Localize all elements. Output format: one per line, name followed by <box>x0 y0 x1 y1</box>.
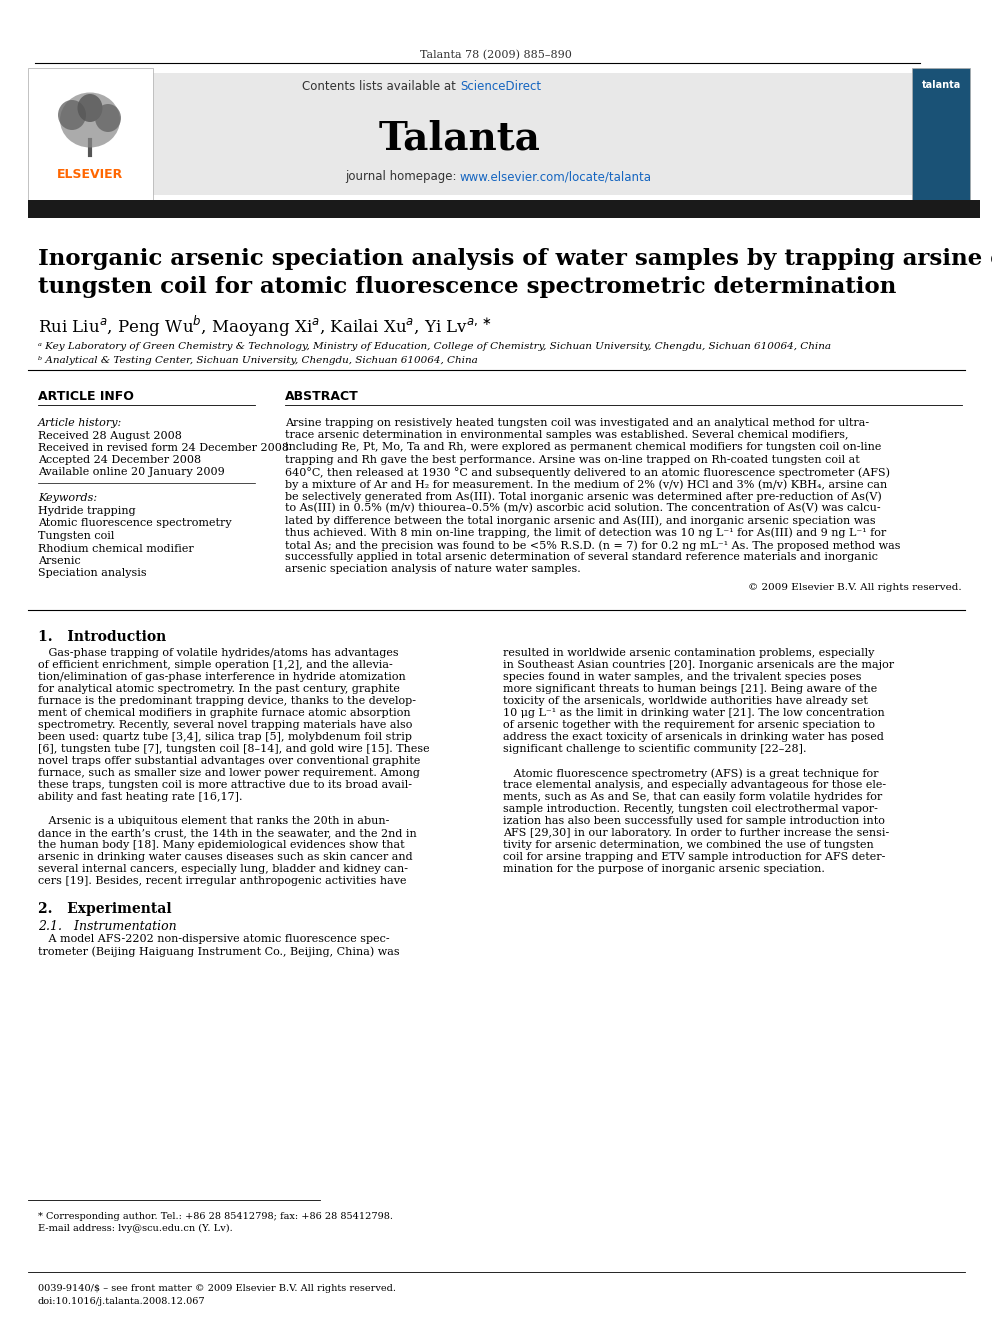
Text: A model AFS-2202 non-dispersive atomic fluorescence spec-: A model AFS-2202 non-dispersive atomic f… <box>38 934 390 945</box>
Text: Rhodium chemical modifier: Rhodium chemical modifier <box>38 544 193 553</box>
Text: Received 28 August 2008: Received 28 August 2008 <box>38 431 182 441</box>
Text: arsenic in drinking water causes diseases such as skin cancer and: arsenic in drinking water causes disease… <box>38 852 413 863</box>
Text: Rui Liu$^a$, Peng Wu$^b$, Maoyang Xi$^a$, Kailai Xu$^a$, Yi Lv$^{a,\ast}$: Rui Liu$^a$, Peng Wu$^b$, Maoyang Xi$^a$… <box>38 314 492 339</box>
Text: Speciation analysis: Speciation analysis <box>38 569 147 578</box>
Text: these traps, tungsten coil is more attractive due to its broad avail-: these traps, tungsten coil is more attra… <box>38 781 412 790</box>
Text: Atomic fluorescence spectrometry (AFS) is a great technique for: Atomic fluorescence spectrometry (AFS) i… <box>503 767 879 778</box>
Text: Arsine trapping on resistively heated tungsten coil was investigated and an anal: Arsine trapping on resistively heated tu… <box>285 418 869 429</box>
Text: tivity for arsenic determination, we combined the use of tungsten: tivity for arsenic determination, we com… <box>503 840 874 849</box>
Text: Contents lists available at: Contents lists available at <box>303 79 460 93</box>
Text: ABSTRACT: ABSTRACT <box>285 390 359 404</box>
Text: Received in revised form 24 December 2008: Received in revised form 24 December 200… <box>38 443 289 452</box>
Text: of efficient enrichment, simple operation [1,2], and the allevia-: of efficient enrichment, simple operatio… <box>38 660 393 669</box>
Text: 1.   Introduction: 1. Introduction <box>38 630 167 644</box>
Text: Accepted 24 December 2008: Accepted 24 December 2008 <box>38 455 201 464</box>
Text: Keywords:: Keywords: <box>38 493 97 503</box>
Text: several internal cancers, especially lung, bladder and kidney can-: several internal cancers, especially lun… <box>38 864 408 875</box>
Text: arsenic speciation analysis of nature water samples.: arsenic speciation analysis of nature wa… <box>285 565 580 574</box>
Text: Tungsten coil: Tungsten coil <box>38 531 114 541</box>
Text: lated by difference between the total inorganic arsenic and As(III), and inorgan: lated by difference between the total in… <box>285 516 876 527</box>
Text: 10 μg L⁻¹ as the limit in drinking water [21]. The low concentration: 10 μg L⁻¹ as the limit in drinking water… <box>503 708 885 718</box>
Text: successfully applied in total arsenic determination of several standard referenc: successfully applied in total arsenic de… <box>285 552 878 562</box>
Text: * Corresponding author. Tel.: +86 28 85412798; fax: +86 28 85412798.: * Corresponding author. Tel.: +86 28 854… <box>38 1212 393 1221</box>
Text: furnace is the predominant trapping device, thanks to the develop-: furnace is the predominant trapping devi… <box>38 696 416 706</box>
Text: trapping and Rh gave the best performance. Arsine was on-line trapped on Rh-coat: trapping and Rh gave the best performanc… <box>285 455 860 464</box>
FancyBboxPatch shape <box>70 73 912 194</box>
Ellipse shape <box>95 105 121 132</box>
Text: of arsenic together with the requirement for arsenic speciation to: of arsenic together with the requirement… <box>503 720 875 730</box>
Text: Article history:: Article history: <box>38 418 122 429</box>
FancyBboxPatch shape <box>28 200 980 218</box>
Text: for analytical atomic spectrometry. In the past century, graphite: for analytical atomic spectrometry. In t… <box>38 684 400 695</box>
Text: novel traps offer substantial advantages over conventional graphite: novel traps offer substantial advantages… <box>38 755 421 766</box>
Text: significant challenge to scientific community [22–28].: significant challenge to scientific comm… <box>503 744 806 754</box>
FancyBboxPatch shape <box>912 67 970 200</box>
Text: Available online 20 January 2009: Available online 20 January 2009 <box>38 467 225 478</box>
Text: ARTICLE INFO: ARTICLE INFO <box>38 390 134 404</box>
Text: ability and fast heating rate [16,17].: ability and fast heating rate [16,17]. <box>38 792 242 802</box>
Text: 2.1.   Instrumentation: 2.1. Instrumentation <box>38 919 177 933</box>
Text: Arsenic: Arsenic <box>38 556 80 566</box>
Text: spectrometry. Recently, several novel trapping materials have also: spectrometry. Recently, several novel tr… <box>38 720 413 730</box>
Text: E-mail address: lvy@scu.edu.cn (Y. Lv).: E-mail address: lvy@scu.edu.cn (Y. Lv). <box>38 1224 233 1233</box>
Text: 2.   Experimental: 2. Experimental <box>38 902 172 916</box>
Text: dance in the earth’s crust, the 14th in the seawater, and the 2nd in: dance in the earth’s crust, the 14th in … <box>38 828 417 837</box>
Text: Inorganic arsenic speciation analysis of water samples by trapping arsine on: Inorganic arsenic speciation analysis of… <box>38 247 992 270</box>
Text: trace arsenic determination in environmental samples was established. Several ch: trace arsenic determination in environme… <box>285 430 848 441</box>
Text: tungsten coil for atomic fluorescence spectrometric determination: tungsten coil for atomic fluorescence sp… <box>38 277 897 298</box>
Text: Gas-phase trapping of volatile hydrides/atoms has advantages: Gas-phase trapping of volatile hydrides/… <box>38 648 399 658</box>
Text: more significant threats to human beings [21]. Being aware of the: more significant threats to human beings… <box>503 684 877 695</box>
Text: furnace, such as smaller size and lower power requirement. Among: furnace, such as smaller size and lower … <box>38 767 420 778</box>
Text: sample introduction. Recently, tungsten coil electrothermal vapor-: sample introduction. Recently, tungsten … <box>503 804 878 814</box>
Text: be selectively generated from As(III). Total inorganic arsenic was determined af: be selectively generated from As(III). T… <box>285 491 882 501</box>
Text: ScienceDirect: ScienceDirect <box>460 79 541 93</box>
Text: doi:10.1016/j.talanta.2008.12.067: doi:10.1016/j.talanta.2008.12.067 <box>38 1297 205 1306</box>
Text: www.elsevier.com/locate/talanta: www.elsevier.com/locate/talanta <box>460 169 652 183</box>
Text: coil for arsine trapping and ETV sample introduction for AFS deter-: coil for arsine trapping and ETV sample … <box>503 852 886 863</box>
Ellipse shape <box>77 94 102 122</box>
Text: Talanta: Talanta <box>379 120 541 157</box>
Text: ELSEVIER: ELSEVIER <box>57 168 123 181</box>
Ellipse shape <box>60 93 120 147</box>
Text: to As(III) in 0.5% (m/v) thiourea–0.5% (m/v) ascorbic acid solution. The concent: to As(III) in 0.5% (m/v) thiourea–0.5% (… <box>285 503 881 513</box>
Text: species found in water samples, and the trivalent species poses: species found in water samples, and the … <box>503 672 861 681</box>
Text: including Re, Pt, Mo, Ta and Rh, were explored as permanent chemical modifiers f: including Re, Pt, Mo, Ta and Rh, were ex… <box>285 442 881 452</box>
Text: talanta: talanta <box>922 79 960 90</box>
Text: ment of chemical modifiers in graphite furnace atomic absorption: ment of chemical modifiers in graphite f… <box>38 708 411 718</box>
Text: 0039-9140/$ – see front matter © 2009 Elsevier B.V. All rights reserved.: 0039-9140/$ – see front matter © 2009 El… <box>38 1285 396 1293</box>
Text: resulted in worldwide arsenic contamination problems, especially: resulted in worldwide arsenic contaminat… <box>503 648 874 658</box>
Text: Talanta 78 (2009) 885–890: Talanta 78 (2009) 885–890 <box>420 50 572 61</box>
Text: total As; and the precision was found to be <5% R.S.D. (n = 7) for 0.2 ng mL⁻¹ A: total As; and the precision was found to… <box>285 540 901 550</box>
Text: thus achieved. With 8 min on-line trapping, the limit of detection was 10 ng L⁻¹: thus achieved. With 8 min on-line trappi… <box>285 528 886 538</box>
Text: journal homepage:: journal homepage: <box>345 169 460 183</box>
Text: by a mixture of Ar and H₂ for measurement. In the medium of 2% (v/v) HCl and 3% : by a mixture of Ar and H₂ for measuremen… <box>285 479 887 490</box>
Text: in Southeast Asian countries [20]. Inorganic arsenicals are the major: in Southeast Asian countries [20]. Inorg… <box>503 660 894 669</box>
Text: ᵇ Analytical & Testing Center, Sichuan University, Chengdu, Sichuan 610064, Chin: ᵇ Analytical & Testing Center, Sichuan U… <box>38 356 478 365</box>
Text: mination for the purpose of inorganic arsenic speciation.: mination for the purpose of inorganic ar… <box>503 864 825 875</box>
Text: trometer (Beijing Haiguang Instrument Co., Beijing, China) was: trometer (Beijing Haiguang Instrument Co… <box>38 946 400 957</box>
Text: [6], tungsten tube [7], tungsten coil [8–14], and gold wire [15]. These: [6], tungsten tube [7], tungsten coil [8… <box>38 744 430 754</box>
Text: toxicity of the arsenicals, worldwide authorities have already set: toxicity of the arsenicals, worldwide au… <box>503 696 868 706</box>
Text: 640°C, then released at 1930 °C and subsequently delivered to an atomic fluoresc: 640°C, then released at 1930 °C and subs… <box>285 467 890 478</box>
Text: ments, such as As and Se, that can easily form volatile hydrides for: ments, such as As and Se, that can easil… <box>503 792 882 802</box>
Text: trace elemental analysis, and especially advantageous for those ele-: trace elemental analysis, and especially… <box>503 781 886 790</box>
Text: ization has also been successfully used for sample introduction into: ization has also been successfully used … <box>503 816 885 826</box>
Text: Atomic fluorescence spectrometry: Atomic fluorescence spectrometry <box>38 519 231 528</box>
Text: Hydride trapping: Hydride trapping <box>38 505 136 516</box>
Text: © 2009 Elsevier B.V. All rights reserved.: © 2009 Elsevier B.V. All rights reserved… <box>748 582 962 591</box>
Text: ᵃ Key Laboratory of Green Chemistry & Technology, Ministry of Education, College: ᵃ Key Laboratory of Green Chemistry & Te… <box>38 343 831 351</box>
Text: tion/elimination of gas-phase interference in hydride atomization: tion/elimination of gas-phase interferen… <box>38 672 406 681</box>
FancyBboxPatch shape <box>28 67 153 200</box>
Text: AFS [29,30] in our laboratory. In order to further increase the sensi-: AFS [29,30] in our laboratory. In order … <box>503 828 889 837</box>
Text: cers [19]. Besides, recent irregular anthropogenic activities have: cers [19]. Besides, recent irregular ant… <box>38 876 407 886</box>
Text: the human body [18]. Many epidemiological evidences show that: the human body [18]. Many epidemiologica… <box>38 840 405 849</box>
Text: been used: quartz tube [3,4], silica trap [5], molybdenum foil strip: been used: quartz tube [3,4], silica tra… <box>38 732 412 742</box>
Text: address the exact toxicity of arsenicals in drinking water has posed: address the exact toxicity of arsenicals… <box>503 732 884 742</box>
Text: Arsenic is a ubiquitous element that ranks the 20th in abun-: Arsenic is a ubiquitous element that ran… <box>38 816 390 826</box>
Ellipse shape <box>58 101 86 130</box>
